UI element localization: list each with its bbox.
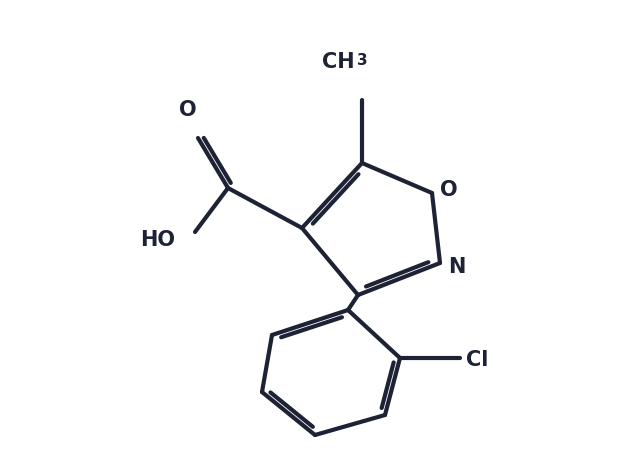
Text: O: O — [440, 180, 458, 200]
Text: HO: HO — [140, 230, 175, 250]
Text: Cl: Cl — [466, 350, 488, 370]
Text: O: O — [179, 100, 197, 120]
Text: 3: 3 — [357, 53, 367, 68]
Text: N: N — [448, 257, 465, 277]
Text: CH: CH — [323, 52, 355, 72]
